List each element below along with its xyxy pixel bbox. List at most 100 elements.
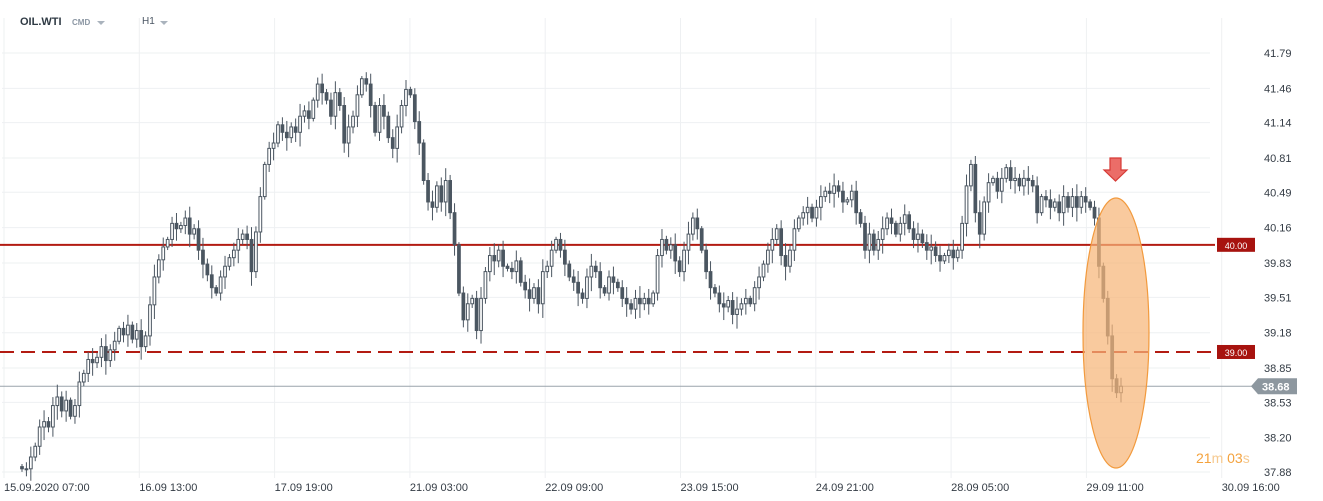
candle — [783, 243, 788, 281]
candle — [933, 241, 938, 262]
candle-body — [567, 263, 572, 278]
candle — [774, 224, 779, 245]
candle — [721, 292, 726, 321]
y-tick-label: 39.83 — [1264, 258, 1292, 270]
candle-body — [774, 228, 779, 240]
candle — [717, 285, 722, 313]
candle — [752, 281, 757, 312]
candle-body — [51, 405, 55, 428]
candle — [1048, 189, 1053, 220]
candle — [571, 269, 576, 291]
candle — [439, 177, 444, 212]
candle — [165, 236, 170, 251]
candle — [346, 114, 351, 158]
candle-body — [342, 105, 347, 144]
candle — [59, 391, 64, 418]
candle-body — [796, 217, 801, 230]
candle — [607, 270, 611, 301]
candle-body — [536, 287, 541, 305]
candles — [20, 72, 1123, 481]
candle — [1030, 174, 1035, 193]
candle — [532, 283, 536, 304]
instrument-dropdown-caret-icon[interactable] — [97, 21, 105, 25]
candle — [218, 270, 223, 301]
y-tick-label: 38.20 — [1264, 433, 1292, 445]
candle — [320, 73, 324, 105]
candle-body — [743, 297, 748, 305]
candle-body — [814, 206, 819, 219]
candle-body — [717, 292, 722, 305]
candle — [51, 397, 55, 437]
candle — [651, 290, 656, 307]
candle — [103, 334, 108, 375]
candle-body — [951, 249, 956, 259]
candle-body — [607, 276, 611, 294]
candle-body — [284, 131, 289, 139]
candle — [1013, 167, 1017, 194]
candle — [540, 259, 545, 318]
candle — [1079, 191, 1084, 214]
candle — [889, 208, 894, 235]
candle-body — [196, 228, 201, 251]
candle-body — [907, 214, 912, 230]
price-level-label-bg — [1217, 344, 1255, 359]
candle-body — [770, 238, 775, 251]
candle — [492, 243, 497, 276]
candle-body — [223, 265, 227, 278]
candle-body — [713, 287, 717, 294]
candle — [1088, 199, 1092, 211]
candle-body — [1092, 206, 1097, 219]
candle-body — [554, 238, 558, 251]
candle — [986, 173, 991, 213]
candle-body — [1057, 201, 1062, 214]
candle-body — [474, 297, 479, 332]
candle — [501, 240, 505, 278]
timeframe-dropdown-caret-icon[interactable] — [160, 21, 168, 25]
candle — [276, 121, 280, 148]
candle — [682, 241, 686, 282]
candle-body — [298, 115, 302, 133]
candle — [858, 209, 863, 228]
candle — [726, 295, 731, 313]
candle-body — [492, 255, 497, 262]
candle-body — [461, 292, 466, 321]
candle-body — [832, 185, 836, 194]
candle-body — [598, 271, 603, 289]
candle — [593, 260, 598, 279]
candle-body — [126, 324, 130, 336]
instrument-symbol[interactable]: OIL.WTI — [20, 16, 62, 28]
price-axis: 41.79 41.46 41.14 40.81 40.49 40.16 39.83 39.51… — [1264, 48, 1292, 479]
candle-body — [192, 228, 197, 235]
candle — [161, 237, 166, 271]
candle — [1061, 185, 1066, 226]
candle — [421, 139, 426, 185]
candle-body — [836, 185, 841, 192]
candle-body — [1022, 177, 1026, 187]
candle-body — [227, 257, 232, 267]
candle-body — [236, 238, 241, 251]
candle-body — [465, 303, 470, 321]
candle-body — [593, 265, 598, 273]
candle — [814, 199, 819, 227]
timeframe-selector[interactable]: H1 — [142, 16, 155, 27]
candle — [382, 94, 386, 130]
candle-body — [841, 190, 845, 203]
candle-body — [576, 281, 580, 294]
y-tick-label: 40.16 — [1264, 223, 1292, 235]
candle — [563, 239, 567, 277]
candle-body — [90, 358, 95, 364]
candle — [514, 250, 519, 284]
candle-body — [130, 324, 135, 340]
candle — [474, 290, 479, 340]
candle-body — [417, 121, 422, 144]
candle — [611, 266, 616, 295]
candle — [946, 243, 951, 264]
candle — [333, 81, 338, 130]
candle-body — [359, 78, 364, 96]
candle-body — [898, 222, 903, 235]
candle — [337, 88, 342, 111]
candle — [152, 264, 157, 320]
candle — [854, 180, 859, 225]
candle — [907, 211, 912, 233]
